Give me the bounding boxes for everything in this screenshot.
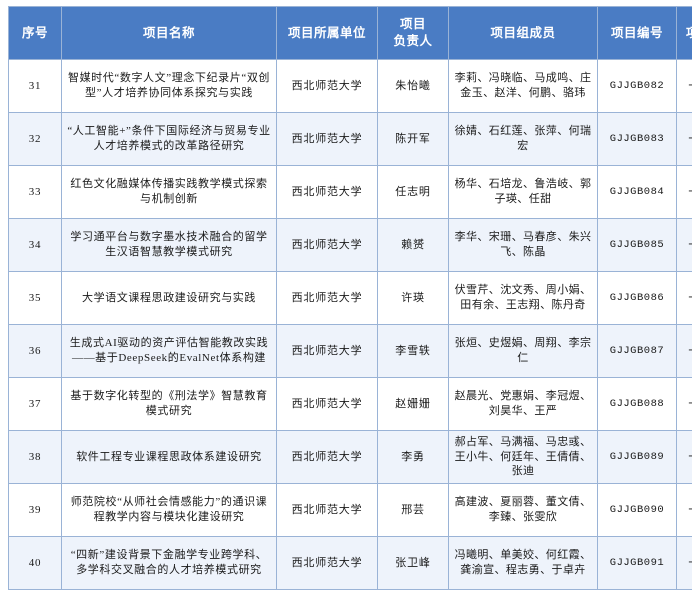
cell-name: “人工智能+”条件下国际经济与贸易专业人才培养模式的改革路径研究: [62, 113, 277, 166]
cell-code: GJJGB089: [598, 431, 677, 484]
cell-seq: 39: [9, 484, 62, 537]
cell-code: GJJGB082: [598, 60, 677, 113]
cell-leader: 邢芸: [378, 484, 449, 537]
cell-code: GJJGB091: [598, 537, 677, 590]
cell-type: 一般项目: [677, 60, 692, 113]
cell-name: 师范院校“从师社会情感能力”的通识课程教学内容与模块化建设研究: [62, 484, 277, 537]
cell-unit: 西北师范大学: [277, 219, 378, 272]
column-header-unit: 项目所属单位: [277, 7, 378, 60]
cell-leader: 朱怡曦: [378, 60, 449, 113]
cell-members: 赵晨光、党惠娟、李冠煜、刘昊华、王严: [449, 378, 598, 431]
column-header-members: 项目组成员: [449, 7, 598, 60]
cell-seq: 32: [9, 113, 62, 166]
cell-leader: 李雪轶: [378, 325, 449, 378]
cell-members: 杨华、石培龙、鲁浩岐、郭子瑛、任甜: [449, 166, 598, 219]
cell-name: 大学语文课程思政建设研究与实践: [62, 272, 277, 325]
column-header-name: 项目名称: [62, 7, 277, 60]
cell-type: 一般项目: [677, 325, 692, 378]
cell-members: 徐婧、石红莲、张萍、何瑞宏: [449, 113, 598, 166]
column-header-code: 项目编号: [598, 7, 677, 60]
cell-name: 基于数字化转型的《刑法学》智慧教育模式研究: [62, 378, 277, 431]
cell-unit: 西北师范大学: [277, 431, 378, 484]
cell-code: GJJGB085: [598, 219, 677, 272]
table-row: 32“人工智能+”条件下国际经济与贸易专业人才培养模式的改革路径研究西北师范大学…: [9, 113, 692, 166]
cell-type: 一般项目: [677, 431, 692, 484]
cell-members: 李华、宋珊、马春彦、朱兴飞、陈晶: [449, 219, 598, 272]
cell-members: 郝占军、马满福、马忠彧、王小牛、何廷年、王倩倩、张迪: [449, 431, 598, 484]
cell-seq: 34: [9, 219, 62, 272]
cell-type: 一般项目: [677, 113, 692, 166]
cell-code: GJJGB088: [598, 378, 677, 431]
cell-name: 智媒时代“数字人文”理念下纪录片“双创型”人才培养协同体系探究与实践: [62, 60, 277, 113]
cell-seq: 36: [9, 325, 62, 378]
cell-leader: 陈开军: [378, 113, 449, 166]
cell-members: 高建波、夏丽蓉、董文倩、李臻、张雯欣: [449, 484, 598, 537]
cell-leader: 赵姗姗: [378, 378, 449, 431]
cell-name: 生成式AI驱动的资产评估智能教改实践——基于DeepSeek的EvalNet体系…: [62, 325, 277, 378]
column-header-leader: 项目负责人: [378, 7, 449, 60]
cell-leader: 赖赟: [378, 219, 449, 272]
cell-type: 一般项目: [677, 378, 692, 431]
cell-leader: 许瑛: [378, 272, 449, 325]
cell-unit: 西北师范大学: [277, 325, 378, 378]
cell-seq: 40: [9, 537, 62, 590]
cell-seq: 37: [9, 378, 62, 431]
cell-type: 一般项目: [677, 537, 692, 590]
cell-name: 学习通平台与数字墨水技术融合的留学生汉语智慧教学模式研究: [62, 219, 277, 272]
cell-name: 软件工程专业课程思政体系建设研究: [62, 431, 277, 484]
cell-unit: 西北师范大学: [277, 537, 378, 590]
cell-members: 冯曦明、单美姣、何红霞、龚渝宣、程志勇、于卓卉: [449, 537, 598, 590]
column-header-type: 项目类型: [677, 7, 692, 60]
cell-type: 一般项目: [677, 272, 692, 325]
cell-code: GJJGB086: [598, 272, 677, 325]
cell-seq: 31: [9, 60, 62, 113]
cell-unit: 西北师范大学: [277, 484, 378, 537]
cell-name: “四新”建设背景下金融学专业跨学科、多学科交叉融合的人才培养模式研究: [62, 537, 277, 590]
cell-members: 伏雪芹、沈文秀、周小娟、田有余、王志翔、陈丹奇: [449, 272, 598, 325]
cell-seq: 38: [9, 431, 62, 484]
cell-code: GJJGB083: [598, 113, 677, 166]
cell-seq: 35: [9, 272, 62, 325]
cell-code: GJJGB084: [598, 166, 677, 219]
cell-unit: 西北师范大学: [277, 166, 378, 219]
cell-name: 红色文化融媒体传播实践教学模式探索与机制创新: [62, 166, 277, 219]
cell-members: 李莉、冯晓临、马成鸣、庄金玉、赵洋、何鹏、骆玮: [449, 60, 598, 113]
cell-type: 一般项目: [677, 484, 692, 537]
cell-code: GJJGB087: [598, 325, 677, 378]
cell-unit: 西北师范大学: [277, 272, 378, 325]
cell-unit: 西北师范大学: [277, 378, 378, 431]
cell-members: 张烜、史煜娟、周翔、李宗仁: [449, 325, 598, 378]
cell-leader: 任志明: [378, 166, 449, 219]
cell-leader: 张卫峰: [378, 537, 449, 590]
cell-type: 一般项目: [677, 166, 692, 219]
table-row: 40“四新”建设背景下金融学专业跨学科、多学科交叉融合的人才培养模式研究西北师范…: [9, 537, 692, 590]
cell-unit: 西北师范大学: [277, 113, 378, 166]
cell-leader: 李勇: [378, 431, 449, 484]
cell-unit: 西北师范大学: [277, 60, 378, 113]
cell-type: 一般项目: [677, 219, 692, 272]
cell-seq: 33: [9, 166, 62, 219]
column-header-seq: 序号: [9, 7, 62, 60]
cell-code: GJJGB090: [598, 484, 677, 537]
